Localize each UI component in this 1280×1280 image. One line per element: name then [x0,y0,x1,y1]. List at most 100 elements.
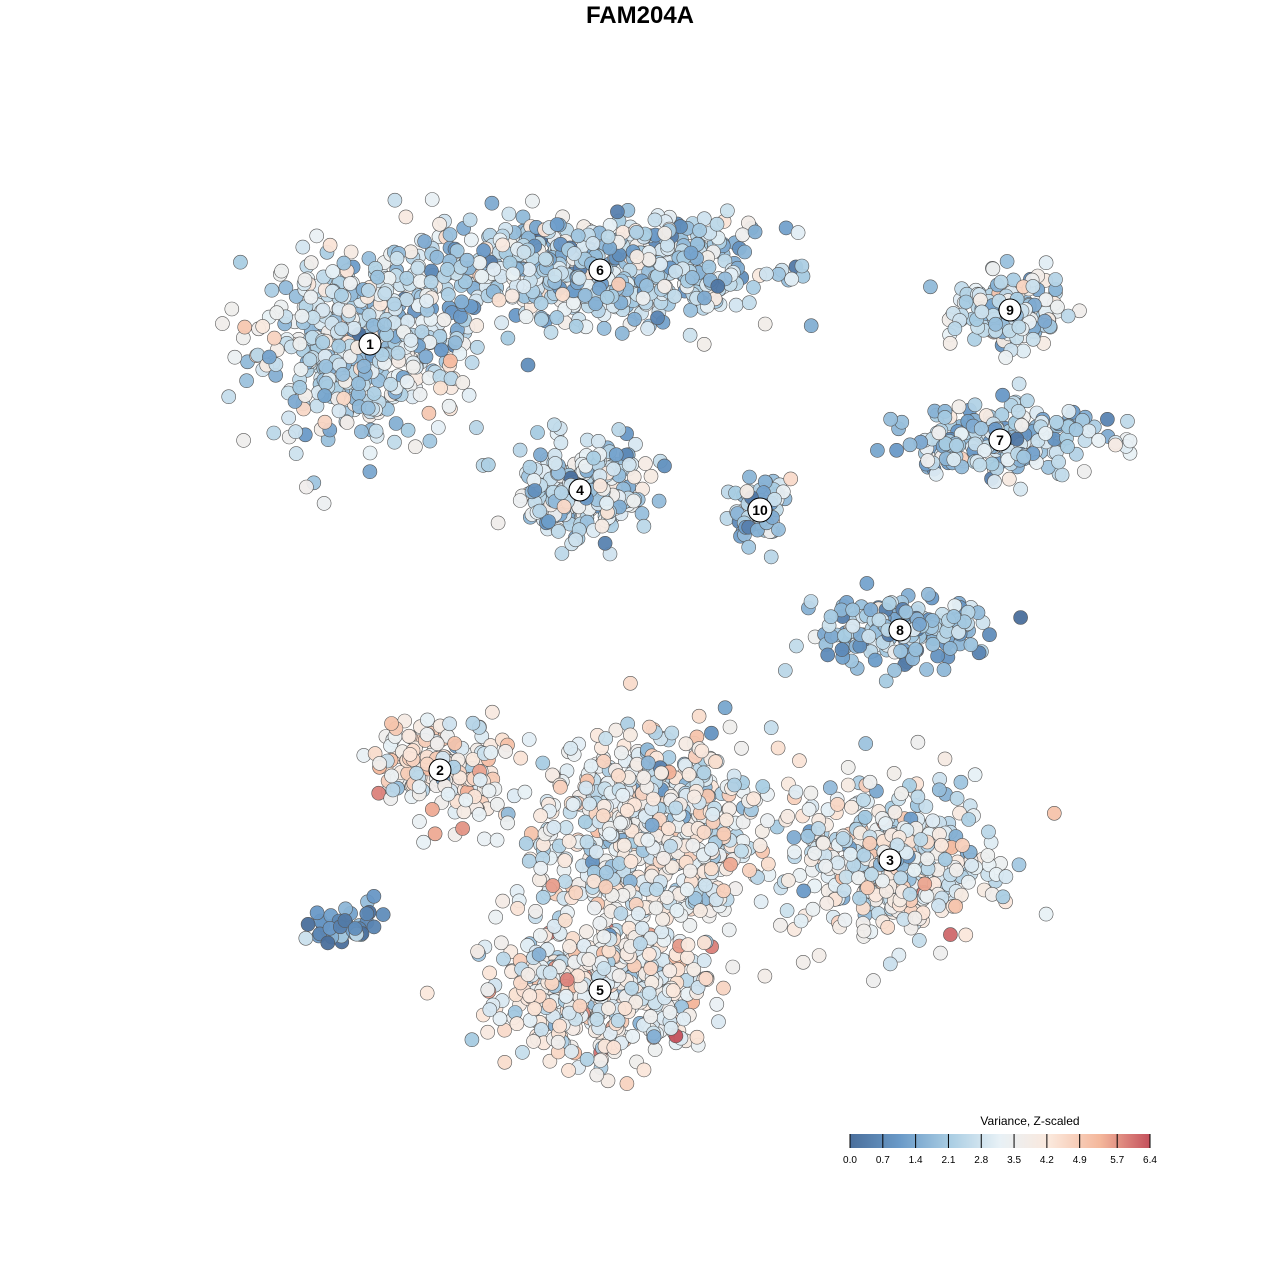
scatter-point [623,854,639,869]
scatter-point [668,264,683,279]
scatter-point [608,447,624,463]
scatter-point [472,255,488,271]
scatter-point [844,799,859,815]
scatter-point [526,1034,541,1049]
scatter-point [727,777,742,793]
scatter-point [803,594,819,609]
scatter-point [784,271,799,287]
scatter-point [546,417,562,433]
scatter-point [309,228,325,244]
scatter-point [653,765,669,781]
scatter-point [995,889,1011,905]
scatter-point [889,442,904,458]
scatter-point [685,838,701,853]
scatter-point [399,292,415,307]
scatter-point [412,387,428,402]
scatter-point [860,880,875,896]
scatter-point [683,245,699,261]
scatter-point [362,445,378,461]
cluster-label-10: 10 [747,497,773,523]
scatter-point [274,263,289,279]
scatter-point [937,852,953,867]
scatter-point [480,457,496,473]
scatter-point [447,736,463,751]
scatter-point [999,254,1015,269]
scatter-point [619,1076,635,1091]
scatter-point [967,397,983,413]
scatter-point [377,317,392,333]
scatter-point [796,883,812,899]
scatter-point [801,802,817,817]
scatter-point [387,434,402,450]
scatter-point [886,766,902,781]
scatter-point [665,983,681,998]
scatter-point [495,237,510,253]
scatter-point [704,841,719,857]
scatter-point [542,965,558,981]
scatter-point [442,227,458,242]
scatter-point [513,750,529,766]
scatter-point [1011,319,1027,335]
scatter-point [1077,464,1092,479]
scatter-point [621,457,637,473]
scatter-point [755,779,771,794]
scatter-point [870,443,885,458]
scatter-point [322,237,338,253]
scatter-point [716,980,731,996]
scatter-point [316,496,332,511]
scatter-point [384,716,399,731]
scatter-point [993,274,1009,290]
scatter-point [689,1029,705,1045]
scatter-point [753,894,769,910]
scatter-point [942,335,958,351]
scatter-point [421,405,437,421]
scatter-point [553,435,569,451]
scatter-point [919,888,935,904]
scatter-point [982,627,997,643]
scatter-point [484,704,500,720]
scatter-point [1016,343,1031,359]
scatter-point [453,309,468,324]
scatter-point [346,320,362,336]
scatter-point [734,740,749,756]
scatter-point [931,425,947,441]
scatter-point [867,652,883,668]
scatter-point [803,318,819,334]
scatter-point [1051,454,1066,470]
scatter-point [964,857,979,873]
scatter-point [570,228,586,244]
scatter-point [1061,404,1077,419]
scatter-point [887,804,903,820]
cluster-label-text: 7 [996,432,1004,448]
scatter-point [463,232,479,248]
scatter-point [1108,437,1123,453]
scatter-point [746,280,761,295]
scatter-point [424,802,440,817]
scatter-point [325,264,341,279]
scatter-point [462,212,478,228]
scatter-point [1100,411,1115,427]
scatter-point [820,647,836,663]
scatter-point [907,910,923,926]
colorbar-tick-label: 6.4 [1143,1155,1157,1166]
scatter-point [497,1055,513,1070]
scatter-point [787,844,802,860]
scatter-point [429,249,445,265]
scatter-point [981,824,996,840]
cluster-label-text: 1 [366,336,374,352]
scatter-point [600,229,616,245]
scatter-point [335,366,351,382]
scatter-point [834,642,850,657]
scatter-point [696,336,712,352]
scatter-point [918,799,934,814]
scatter-point [542,998,557,1013]
scatter-point [375,907,391,922]
scatter-point [625,1029,641,1044]
scatter-point [261,349,277,365]
scatter-point [838,869,854,885]
scatter-point [692,223,707,238]
scatter-point [441,398,457,414]
scatter-point [356,358,372,374]
scatter-point [596,754,612,769]
scatter-point [696,765,712,781]
